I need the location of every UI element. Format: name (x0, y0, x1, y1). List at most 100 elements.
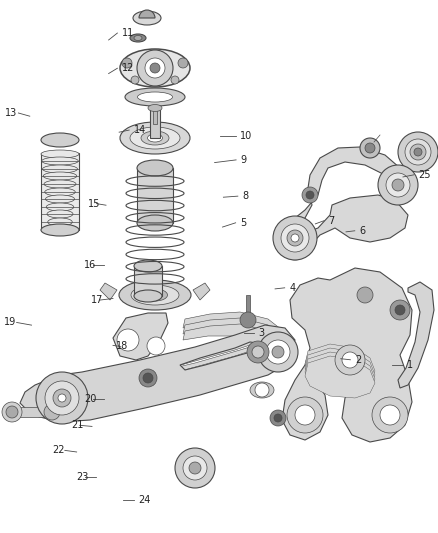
Circle shape (171, 76, 179, 84)
Polygon shape (60, 352, 285, 408)
Circle shape (2, 402, 22, 422)
Text: 24: 24 (138, 495, 150, 505)
Text: 1: 1 (407, 360, 413, 370)
Circle shape (247, 341, 269, 363)
Bar (153, 106, 157, 124)
Polygon shape (305, 344, 375, 386)
Text: 13: 13 (5, 108, 18, 118)
Text: 5: 5 (240, 218, 246, 228)
Circle shape (58, 394, 66, 402)
Circle shape (143, 373, 153, 383)
Circle shape (6, 406, 18, 418)
Ellipse shape (46, 195, 74, 203)
Polygon shape (183, 312, 282, 336)
Circle shape (273, 216, 317, 260)
Ellipse shape (46, 203, 74, 211)
Circle shape (287, 230, 303, 246)
Polygon shape (60, 346, 285, 402)
Text: 18: 18 (116, 342, 128, 351)
Ellipse shape (45, 188, 75, 196)
Ellipse shape (119, 280, 191, 310)
Polygon shape (282, 268, 412, 442)
Circle shape (53, 389, 71, 407)
Circle shape (410, 144, 426, 160)
Ellipse shape (133, 11, 161, 25)
Circle shape (283, 236, 307, 260)
Polygon shape (285, 147, 408, 248)
Polygon shape (305, 348, 375, 390)
Circle shape (266, 340, 290, 364)
Bar (150, 108, 160, 138)
Bar (134, 266, 162, 296)
Wedge shape (139, 10, 155, 18)
Text: 2: 2 (355, 355, 361, 365)
Circle shape (390, 300, 410, 320)
Text: 23: 23 (77, 472, 89, 482)
Polygon shape (183, 324, 282, 348)
Circle shape (272, 346, 284, 358)
Ellipse shape (44, 180, 76, 188)
Text: 19: 19 (4, 318, 16, 327)
Bar (246, 295, 250, 319)
Text: 9: 9 (240, 155, 247, 165)
Polygon shape (193, 283, 210, 300)
Circle shape (175, 448, 215, 488)
Ellipse shape (250, 382, 274, 398)
Ellipse shape (148, 134, 162, 142)
Polygon shape (305, 356, 375, 398)
Bar (137, 168, 173, 223)
Bar (41, 153, 79, 230)
Text: 7: 7 (328, 216, 335, 225)
Ellipse shape (120, 49, 190, 87)
Text: 22: 22 (53, 446, 65, 455)
Ellipse shape (43, 172, 77, 180)
Circle shape (36, 372, 88, 424)
Text: 21: 21 (71, 421, 83, 430)
Circle shape (291, 234, 299, 242)
Circle shape (122, 58, 132, 68)
Ellipse shape (141, 131, 169, 145)
Text: 8: 8 (242, 191, 248, 201)
Text: 20: 20 (84, 394, 96, 403)
Circle shape (357, 287, 373, 303)
Circle shape (274, 414, 282, 422)
Circle shape (189, 462, 201, 474)
Circle shape (45, 381, 79, 415)
Text: 3: 3 (258, 328, 265, 338)
Polygon shape (305, 352, 375, 394)
Ellipse shape (42, 165, 78, 173)
Text: 6: 6 (359, 226, 365, 236)
Ellipse shape (148, 104, 162, 111)
Text: 4: 4 (289, 283, 295, 293)
Ellipse shape (134, 290, 162, 302)
Circle shape (240, 312, 256, 328)
Ellipse shape (134, 260, 162, 272)
Circle shape (342, 352, 358, 368)
Circle shape (372, 397, 408, 433)
Circle shape (137, 50, 173, 86)
Text: 12: 12 (122, 63, 134, 73)
Ellipse shape (125, 88, 185, 106)
Circle shape (270, 410, 286, 426)
Ellipse shape (131, 285, 179, 305)
Ellipse shape (138, 92, 173, 102)
Bar (12, 407, 56, 417)
Ellipse shape (142, 289, 167, 301)
Circle shape (398, 132, 438, 172)
Circle shape (380, 405, 400, 425)
Circle shape (360, 138, 380, 158)
Circle shape (252, 346, 264, 358)
Polygon shape (60, 340, 285, 396)
Circle shape (414, 148, 422, 156)
Ellipse shape (130, 127, 180, 149)
Circle shape (302, 187, 318, 203)
Text: 17: 17 (91, 295, 103, 305)
Text: 25: 25 (418, 170, 431, 180)
Ellipse shape (130, 34, 146, 42)
Circle shape (281, 224, 309, 252)
Text: 16: 16 (84, 261, 96, 270)
Text: 15: 15 (88, 199, 100, 208)
Circle shape (386, 173, 410, 197)
Ellipse shape (137, 160, 173, 176)
Ellipse shape (134, 36, 142, 41)
